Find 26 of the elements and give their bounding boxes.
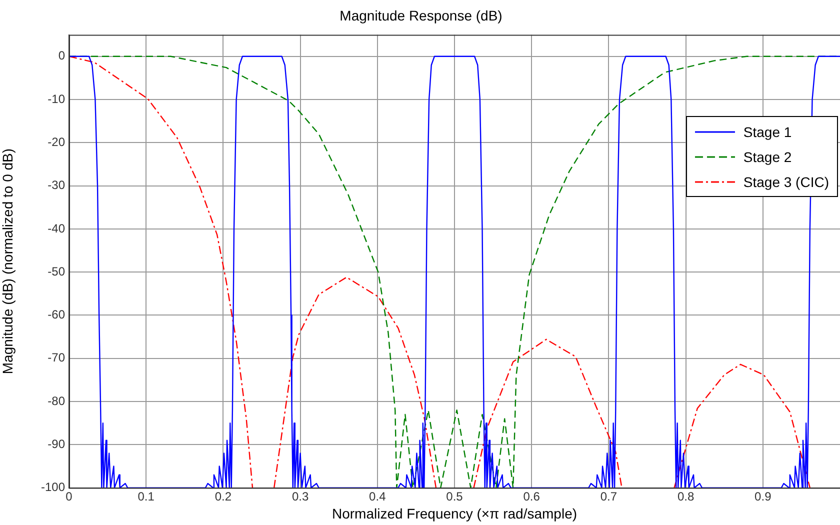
legend-label: Stage 3 (CIC) <box>743 174 829 190</box>
y-tick-label: -90 <box>48 436 66 451</box>
x-tick-label: 0.2 <box>214 489 232 504</box>
legend-label: Stage 1 <box>743 124 792 140</box>
x-tick-label: 0.8 <box>677 489 694 504</box>
y-tick-label: -20 <box>48 134 66 149</box>
x-tick-label: 0.6 <box>523 489 540 504</box>
x-tick-label: 0.7 <box>600 489 618 504</box>
y-tick-label: -70 <box>48 350 66 365</box>
y-tick-label: -50 <box>48 264 66 278</box>
y-axis-title: Magnitude (dB) (normalized to 0 dB) <box>0 148 16 374</box>
x-tick-label: 0.4 <box>369 489 386 504</box>
x-tick-label: 0.9 <box>754 489 772 504</box>
y-tick-label: -100 <box>40 480 66 494</box>
x-axis-title: Normalized Frequency (×π rad/sample) <box>332 505 578 522</box>
x-tick-label: 0.3 <box>292 489 309 504</box>
y-tick-label: 0 <box>58 48 66 63</box>
y-tick-label: -30 <box>48 178 66 192</box>
y-tick-label: -10 <box>48 92 66 106</box>
chart-title: Magnitude Response (dB) <box>340 7 502 24</box>
x-tick-label: 0.1 <box>138 489 155 504</box>
y-tick-label: -80 <box>48 394 66 408</box>
y-tick-label: -60 <box>48 308 66 322</box>
y-tick-label: -40 <box>48 221 66 236</box>
x-tick-label: 0.5 <box>446 489 464 504</box>
legend-label: Stage 2 <box>743 148 792 164</box>
